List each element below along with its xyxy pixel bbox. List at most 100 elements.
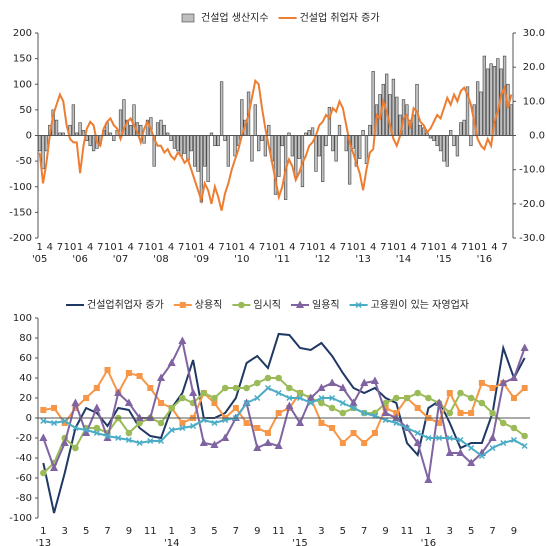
bar bbox=[445, 135, 449, 167]
bar bbox=[337, 124, 342, 136]
marker bbox=[509, 373, 518, 381]
marker bbox=[414, 429, 421, 437]
x-tick-label: 3 bbox=[190, 526, 196, 537]
marker bbox=[72, 444, 79, 452]
marker bbox=[445, 448, 454, 456]
marker bbox=[92, 403, 101, 411]
marker bbox=[83, 426, 90, 434]
marker bbox=[297, 394, 304, 402]
x-tick-label: 5 bbox=[340, 526, 346, 537]
bar bbox=[442, 135, 446, 162]
bar bbox=[196, 135, 200, 172]
marker bbox=[60, 438, 69, 446]
year-label: '16 bbox=[477, 254, 492, 265]
x-tick-label: 4 bbox=[330, 242, 336, 253]
bar bbox=[112, 135, 116, 141]
bar bbox=[496, 58, 500, 136]
marker bbox=[221, 433, 230, 441]
marker bbox=[468, 444, 475, 452]
bar bbox=[41, 135, 45, 170]
marker bbox=[329, 425, 336, 431]
marker bbox=[339, 399, 346, 407]
marker bbox=[136, 419, 143, 427]
marker bbox=[211, 394, 218, 402]
bar bbox=[418, 124, 423, 136]
y-tick-label: -50 bbox=[16, 156, 32, 167]
y-tick-label: 20 bbox=[19, 393, 32, 404]
marker bbox=[115, 434, 122, 442]
marker bbox=[457, 436, 464, 444]
marker bbox=[243, 399, 250, 407]
bar bbox=[455, 135, 460, 157]
y-tick-label: -80 bbox=[16, 493, 32, 504]
marker bbox=[157, 437, 165, 445]
bar bbox=[438, 135, 443, 152]
marker bbox=[296, 389, 304, 397]
y-tick-label: -20 bbox=[16, 433, 32, 444]
year-label: '13 bbox=[36, 538, 51, 546]
x-tick-label: 1 bbox=[239, 242, 245, 253]
year-label: '14 bbox=[396, 254, 411, 265]
bar bbox=[509, 104, 513, 136]
year-label: '14 bbox=[164, 538, 179, 546]
marker bbox=[168, 426, 175, 434]
marker bbox=[499, 419, 507, 427]
marker bbox=[318, 394, 325, 402]
marker bbox=[210, 440, 219, 448]
marker bbox=[104, 432, 111, 440]
marker bbox=[83, 395, 90, 401]
marker bbox=[61, 417, 68, 425]
x-tick-label: 10 bbox=[64, 242, 77, 253]
x-tick-label: 10 bbox=[144, 242, 157, 253]
x-tick-label: 9 bbox=[382, 526, 388, 537]
legend-label: 건설업 생산지수 bbox=[201, 11, 269, 24]
bar bbox=[182, 135, 187, 154]
marker bbox=[510, 424, 518, 432]
bar bbox=[449, 130, 453, 136]
year-label: '13 bbox=[355, 254, 370, 265]
marker bbox=[489, 409, 496, 417]
marker bbox=[425, 434, 432, 442]
marker bbox=[71, 398, 80, 406]
x-tick-label: 7 bbox=[97, 242, 103, 253]
year-label: '08 bbox=[153, 254, 168, 265]
marker bbox=[350, 404, 357, 412]
x-tick-label: 7 bbox=[178, 242, 184, 253]
bar bbox=[206, 135, 210, 182]
x-tick-label: 7 bbox=[421, 242, 427, 253]
legend-label: 건설업취업자 증가 bbox=[87, 298, 164, 311]
x-tick-label: 4 bbox=[168, 242, 174, 253]
marker bbox=[500, 439, 507, 447]
bar bbox=[155, 122, 160, 136]
bar bbox=[391, 78, 396, 136]
legend-label: 임시직 bbox=[253, 298, 281, 311]
marker bbox=[275, 410, 282, 416]
marker bbox=[478, 452, 485, 460]
line bbox=[43, 386, 526, 458]
y-tick-label: -200 bbox=[9, 233, 32, 244]
year-label: '09 bbox=[194, 254, 209, 265]
x-tick-label: 3 bbox=[62, 526, 68, 537]
x-tick-label: 5 bbox=[83, 526, 89, 537]
marker bbox=[329, 394, 336, 402]
marker bbox=[254, 425, 261, 431]
marker bbox=[232, 384, 240, 392]
year-label: '15 bbox=[292, 538, 307, 546]
x-tick-label: 9 bbox=[254, 526, 260, 537]
marker bbox=[414, 405, 421, 411]
marker bbox=[371, 430, 378, 436]
bar bbox=[469, 135, 473, 147]
bar bbox=[78, 122, 82, 136]
bar bbox=[88, 135, 92, 147]
x-tick-label: 4 bbox=[410, 242, 416, 253]
x-tick-label: 3 bbox=[447, 526, 453, 537]
bar bbox=[132, 104, 136, 136]
marker bbox=[254, 394, 261, 402]
bar bbox=[452, 135, 456, 147]
x-tick-label: 7 bbox=[138, 242, 144, 253]
y-tick-label: -60 bbox=[16, 473, 32, 484]
marker bbox=[446, 434, 453, 442]
marker bbox=[328, 378, 337, 386]
y2-tick-label: 30.0 bbox=[523, 28, 545, 39]
